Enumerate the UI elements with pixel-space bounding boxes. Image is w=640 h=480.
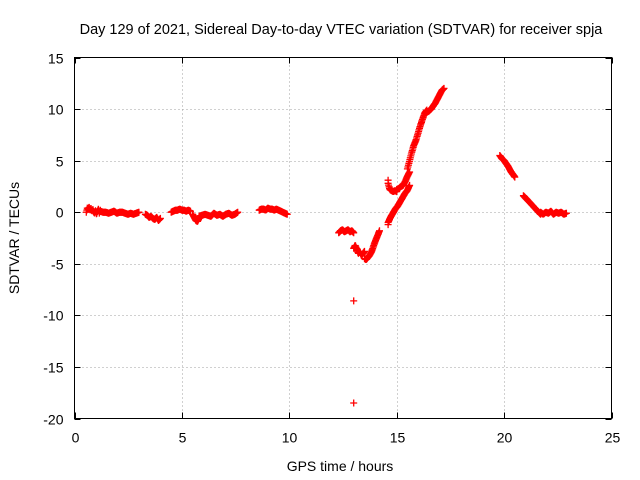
data-point <box>440 84 448 92</box>
data-point <box>135 208 143 216</box>
data-point <box>234 208 242 216</box>
data-point <box>511 173 519 181</box>
data-point <box>350 229 358 237</box>
x-tick-labels: 0 5 10 15 20 25 <box>72 430 621 446</box>
x-tick-label: 15 <box>390 430 406 446</box>
plot-border <box>74 57 612 419</box>
data-point <box>350 297 358 305</box>
data-point <box>156 214 164 222</box>
x-tick-label: 10 <box>282 430 298 446</box>
x-tick-label: 0 <box>72 430 80 446</box>
y-tick-label: 15 <box>48 51 64 67</box>
y-tick-label: 0 <box>56 205 64 221</box>
y-axis-label: SDTVAR / TECUs <box>6 182 22 294</box>
grid-lines <box>74 57 612 419</box>
y-tick-labels: 15 10 5 0 -5 -10 -15 -20 <box>43 51 63 428</box>
data-point <box>384 221 392 229</box>
y-tick-label: 5 <box>56 154 64 170</box>
data-point <box>283 210 291 218</box>
data-points <box>82 84 570 407</box>
axis-ticks <box>74 57 613 420</box>
y-tick-label: -10 <box>43 308 63 324</box>
y-tick-label: -20 <box>43 412 63 428</box>
data-point <box>384 176 392 184</box>
data-point <box>361 247 368 255</box>
data-point <box>376 227 383 235</box>
data-point <box>406 181 414 189</box>
y-tick-label: 10 <box>48 102 64 118</box>
x-axis-label: GPS time / hours <box>287 458 394 474</box>
x-tick-label: 5 <box>179 430 187 446</box>
chart-title: Day 129 of 2021, Sidereal Day-to-day VTE… <box>80 22 604 38</box>
x-tick-label: 25 <box>605 430 621 446</box>
x-tick-label: 20 <box>497 430 513 446</box>
data-point <box>350 399 358 407</box>
y-tick-label: -5 <box>51 257 64 273</box>
y-tick-label: -15 <box>43 360 63 376</box>
data-point <box>562 209 570 217</box>
